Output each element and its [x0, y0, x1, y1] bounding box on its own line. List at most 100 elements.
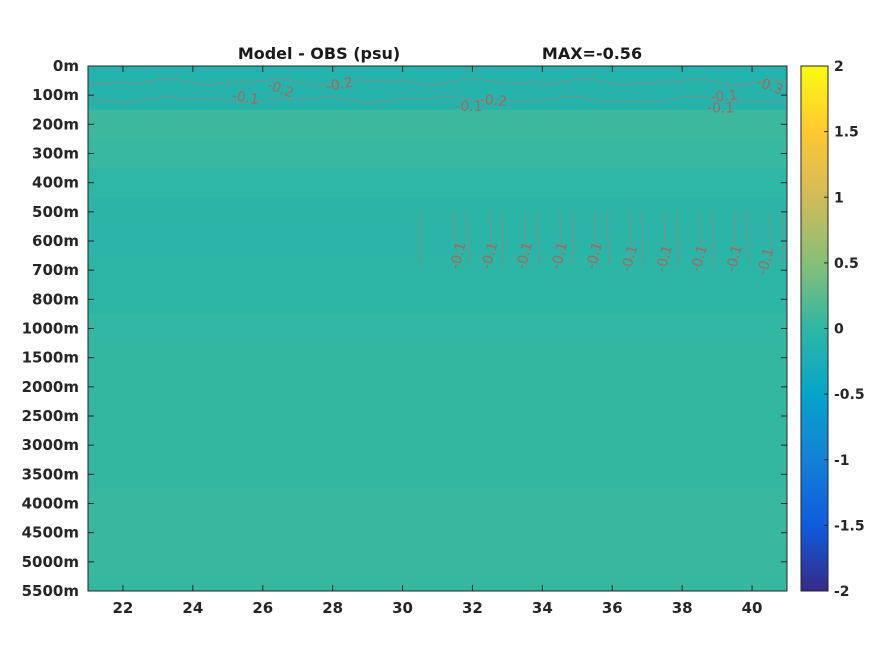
colorbar-tick-label: -2	[834, 584, 850, 600]
contour-line-surface	[88, 77, 787, 87]
y-tick-label: 3000m	[22, 436, 79, 454]
contour-label: -0.1	[618, 243, 641, 274]
depth-band-800m	[88, 284, 787, 315]
colorbar-ticks: 2 1.5 1 0.5 0 -0.5 -1 -1.5 -2	[824, 59, 865, 600]
contour-label: -0.1	[514, 240, 537, 271]
depth-band-4500m	[88, 518, 787, 548]
x-tick-label: 24	[182, 599, 203, 617]
depth-band-3500m	[88, 459, 787, 490]
depth-band-600m	[88, 226, 787, 257]
plot-area: -0.1 -0.2 -0.2-0.1-0.2 -0.1-0.1 -0.3-0.1 -0.1…	[88, 66, 787, 591]
colorbar-tick-label: 2	[834, 59, 844, 75]
x-tick-label: 38	[672, 599, 693, 617]
x-tick-label: 36	[602, 599, 623, 617]
contour-line-vertical	[676, 211, 680, 265]
depth-band-2500m	[88, 401, 787, 432]
contour-line-vertical	[641, 211, 645, 265]
y-tick-label: 5500m	[22, 582, 79, 600]
depth-band-1000m	[88, 313, 787, 344]
contour-line-vertical	[699, 211, 702, 265]
y-tick-label: 400m	[32, 174, 79, 192]
y-tick-label: 3500m	[22, 465, 79, 483]
depth-band-2000m	[88, 372, 787, 402]
y-tick-label: 300m	[32, 145, 79, 163]
y-tick-label: 800m	[32, 290, 79, 308]
y-tick-label: 1000m	[22, 320, 79, 338]
y-axis: 0m 100m 200m 300m 400m 500m 600m 700m 800m 1000m 1…	[22, 57, 787, 600]
contour-line-vertical	[559, 211, 562, 265]
contour-label: -0.2	[479, 92, 508, 110]
contour-lines	[88, 77, 787, 268]
depth-band-3000m	[88, 430, 787, 461]
max-annotation: MAX=-0.56	[542, 44, 642, 63]
contour-line-vertical	[594, 211, 597, 265]
depth-band-5000m	[88, 547, 787, 577]
contour-line-vertical	[606, 211, 610, 265]
contour-label: -0.1	[584, 240, 607, 271]
depth-bands	[88, 66, 787, 591]
contour-line-vertical	[664, 211, 667, 265]
colorbar: 2 1.5 1 0.5 0 -0.5 -1 -1.5 -2	[800, 59, 865, 600]
contour-label: -0.1	[707, 100, 734, 116]
y-tick-label: 700m	[32, 261, 79, 279]
depth-band-400m	[88, 168, 787, 198]
y-tick-label: 600m	[32, 232, 79, 250]
depth-band-700m	[88, 255, 787, 286]
contour-line-vertical	[536, 211, 540, 265]
y-tick-label: 5000m	[22, 553, 79, 571]
contour-line-vertical	[629, 211, 632, 265]
colorbar-tick-label: 0	[834, 322, 844, 338]
contour-labels: -0.1 -0.2 -0.2-0.1-0.2 -0.1-0.1 -0.3-0.1 -0.1…	[230, 74, 785, 276]
x-tick-label: 26	[252, 599, 273, 617]
x-tick-label: 28	[322, 599, 343, 617]
colorbar-tick-label: -1.5	[834, 518, 865, 534]
contour-label: -0.2	[325, 75, 355, 96]
colorbar-tick-label: -0.5	[834, 387, 865, 403]
contour-label: -0.1	[455, 99, 482, 115]
contour-line-vertical	[489, 211, 493, 265]
contour-label: -0.1	[479, 240, 502, 271]
depth-band-4000m	[88, 488, 787, 519]
x-tick-label: 34	[532, 599, 553, 617]
contour-line-vertical	[466, 211, 470, 265]
contour-line-vertical	[501, 211, 505, 265]
contour-line-subsurface	[88, 96, 787, 103]
y-tick-label: 200m	[32, 115, 79, 133]
contour-label: -0.1	[230, 88, 260, 109]
y-tick-label: 100m	[32, 86, 79, 104]
y-tick-label: 4500m	[22, 524, 79, 542]
contour-label: -0.1	[755, 246, 778, 277]
contour-line-vertical	[711, 211, 714, 265]
contour-label: -0.1	[688, 243, 711, 274]
colorbar-tick-label: 0.5	[834, 256, 859, 272]
y-tick-label: 2000m	[22, 378, 79, 396]
contour-line-vertical	[734, 211, 737, 265]
contour-line-vertical	[454, 211, 458, 265]
colorbar-tick-label: 1.5	[834, 125, 859, 141]
contour-label: -0.1	[710, 87, 739, 105]
y-tick-label: 500m	[32, 203, 79, 221]
contour-line-vertical	[781, 211, 784, 265]
depth-band-300m	[88, 138, 787, 169]
depth-band-200m	[88, 109, 787, 140]
contour-label: -0.1	[447, 240, 470, 271]
contour-line-vertical	[769, 211, 772, 265]
y-tick-label: 2500m	[22, 407, 79, 425]
contour-label: -0.1	[723, 243, 746, 274]
colorbar-bar	[800, 65, 829, 592]
contour-line-vertical	[571, 211, 575, 265]
contour-label: -0.1	[653, 243, 676, 274]
chart-title: Model - OBS (psu)	[238, 44, 400, 63]
depth-band-1500m	[88, 343, 787, 373]
x-axis: 22 24 26 28 30 32 34 36 38 40	[113, 66, 763, 617]
contour-label: -0.1	[549, 240, 572, 271]
x-tick-label: 40	[742, 599, 763, 617]
y-tick-label: 4000m	[22, 495, 79, 513]
depth-band-500m	[88, 197, 787, 227]
x-tick-label: 30	[392, 599, 413, 617]
colorbar-tick-label: 1	[834, 190, 844, 206]
x-tick-label: 32	[462, 599, 483, 617]
contour-line-vertical	[746, 211, 749, 265]
y-tick-label: 1500m	[22, 349, 79, 367]
y-tick-label: 0m	[53, 57, 79, 75]
